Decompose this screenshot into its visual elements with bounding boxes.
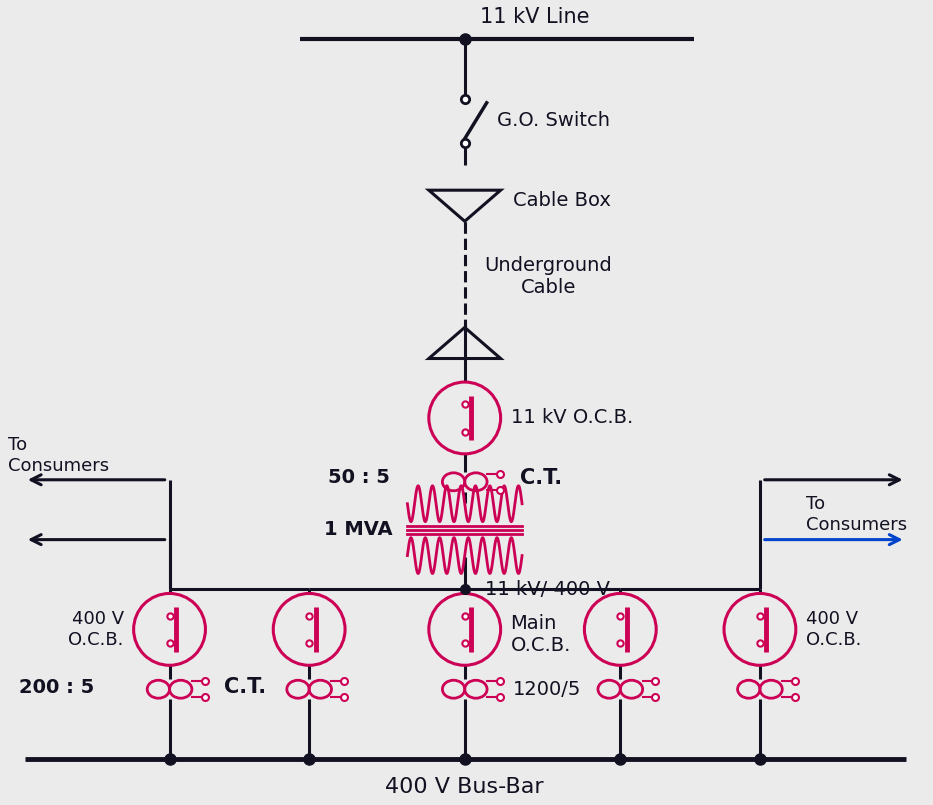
- Text: Main
O.C.B.: Main O.C.B.: [510, 614, 571, 654]
- Text: 400 V Bus-Bar: 400 V Bus-Bar: [385, 777, 544, 797]
- Text: 11 kV O.C.B.: 11 kV O.C.B.: [510, 408, 633, 427]
- Text: Cable Box: Cable Box: [512, 191, 610, 210]
- Text: 1 MVA: 1 MVA: [325, 520, 393, 539]
- Text: 200 : 5: 200 : 5: [20, 678, 95, 696]
- Text: To
Consumers: To Consumers: [806, 495, 907, 534]
- Text: 1200/5: 1200/5: [512, 679, 581, 699]
- Text: C.T.: C.T.: [225, 677, 267, 697]
- Text: 11 kV/ 400 V: 11 kV/ 400 V: [484, 580, 609, 598]
- Text: 50 : 5: 50 : 5: [328, 469, 390, 487]
- Text: G.O. Switch: G.O. Switch: [496, 111, 609, 130]
- Text: C.T.: C.T.: [520, 468, 562, 488]
- Text: 400 V
O.C.B.: 400 V O.C.B.: [806, 610, 861, 649]
- Text: Underground
Cable: Underground Cable: [484, 256, 612, 297]
- Text: To
Consumers: To Consumers: [8, 436, 109, 475]
- Text: 11 kV Line: 11 kV Line: [480, 7, 589, 27]
- Text: 400 V
O.C.B.: 400 V O.C.B.: [68, 610, 124, 649]
